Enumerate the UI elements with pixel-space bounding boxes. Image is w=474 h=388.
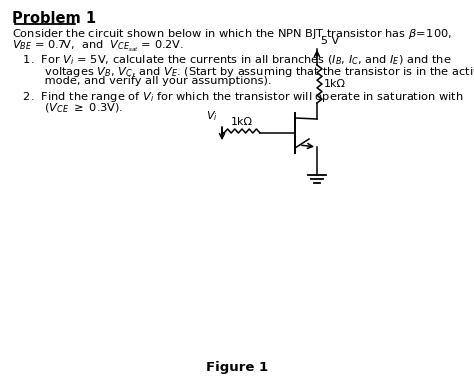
Text: Problem 1: Problem 1 xyxy=(12,11,96,26)
Text: $V_i$: $V_i$ xyxy=(206,109,218,123)
Text: ($V_{CE}$ $\geq$ 0.3V).: ($V_{CE}$ $\geq$ 0.3V). xyxy=(12,102,123,115)
Text: 5 V: 5 V xyxy=(321,36,339,46)
Text: 1kΩ: 1kΩ xyxy=(324,79,346,89)
Text: Figure 1: Figure 1 xyxy=(206,361,268,374)
Text: 1kΩ: 1kΩ xyxy=(231,117,253,127)
Text: Consider the circuit shown below in which the NPN BJT transistor has $\beta\!=\!: Consider the circuit shown below in whic… xyxy=(12,27,452,41)
Text: 1.  For $V_i$ = 5V, calculate the currents in all branches ($I_B$, $I_C$, and $I: 1. For $V_i$ = 5V, calculate the current… xyxy=(12,54,452,67)
Text: voltages $V_B$, $V_C$, and $V_E$. (Start by assuming that the transistor is in t: voltages $V_B$, $V_C$, and $V_E$. (Start… xyxy=(12,65,474,79)
Text: 2.  Find the range of $V_i$ for which the transistor will operate in saturation : 2. Find the range of $V_i$ for which the… xyxy=(12,90,464,104)
Text: $V_{BE}$ = 0.7V,  and  $V_{CE_{sat}}$ = 0.2V.: $V_{BE}$ = 0.7V, and $V_{CE_{sat}}$ = 0.… xyxy=(12,38,184,54)
Text: mode, and verify all your assumptions).: mode, and verify all your assumptions). xyxy=(12,76,272,87)
